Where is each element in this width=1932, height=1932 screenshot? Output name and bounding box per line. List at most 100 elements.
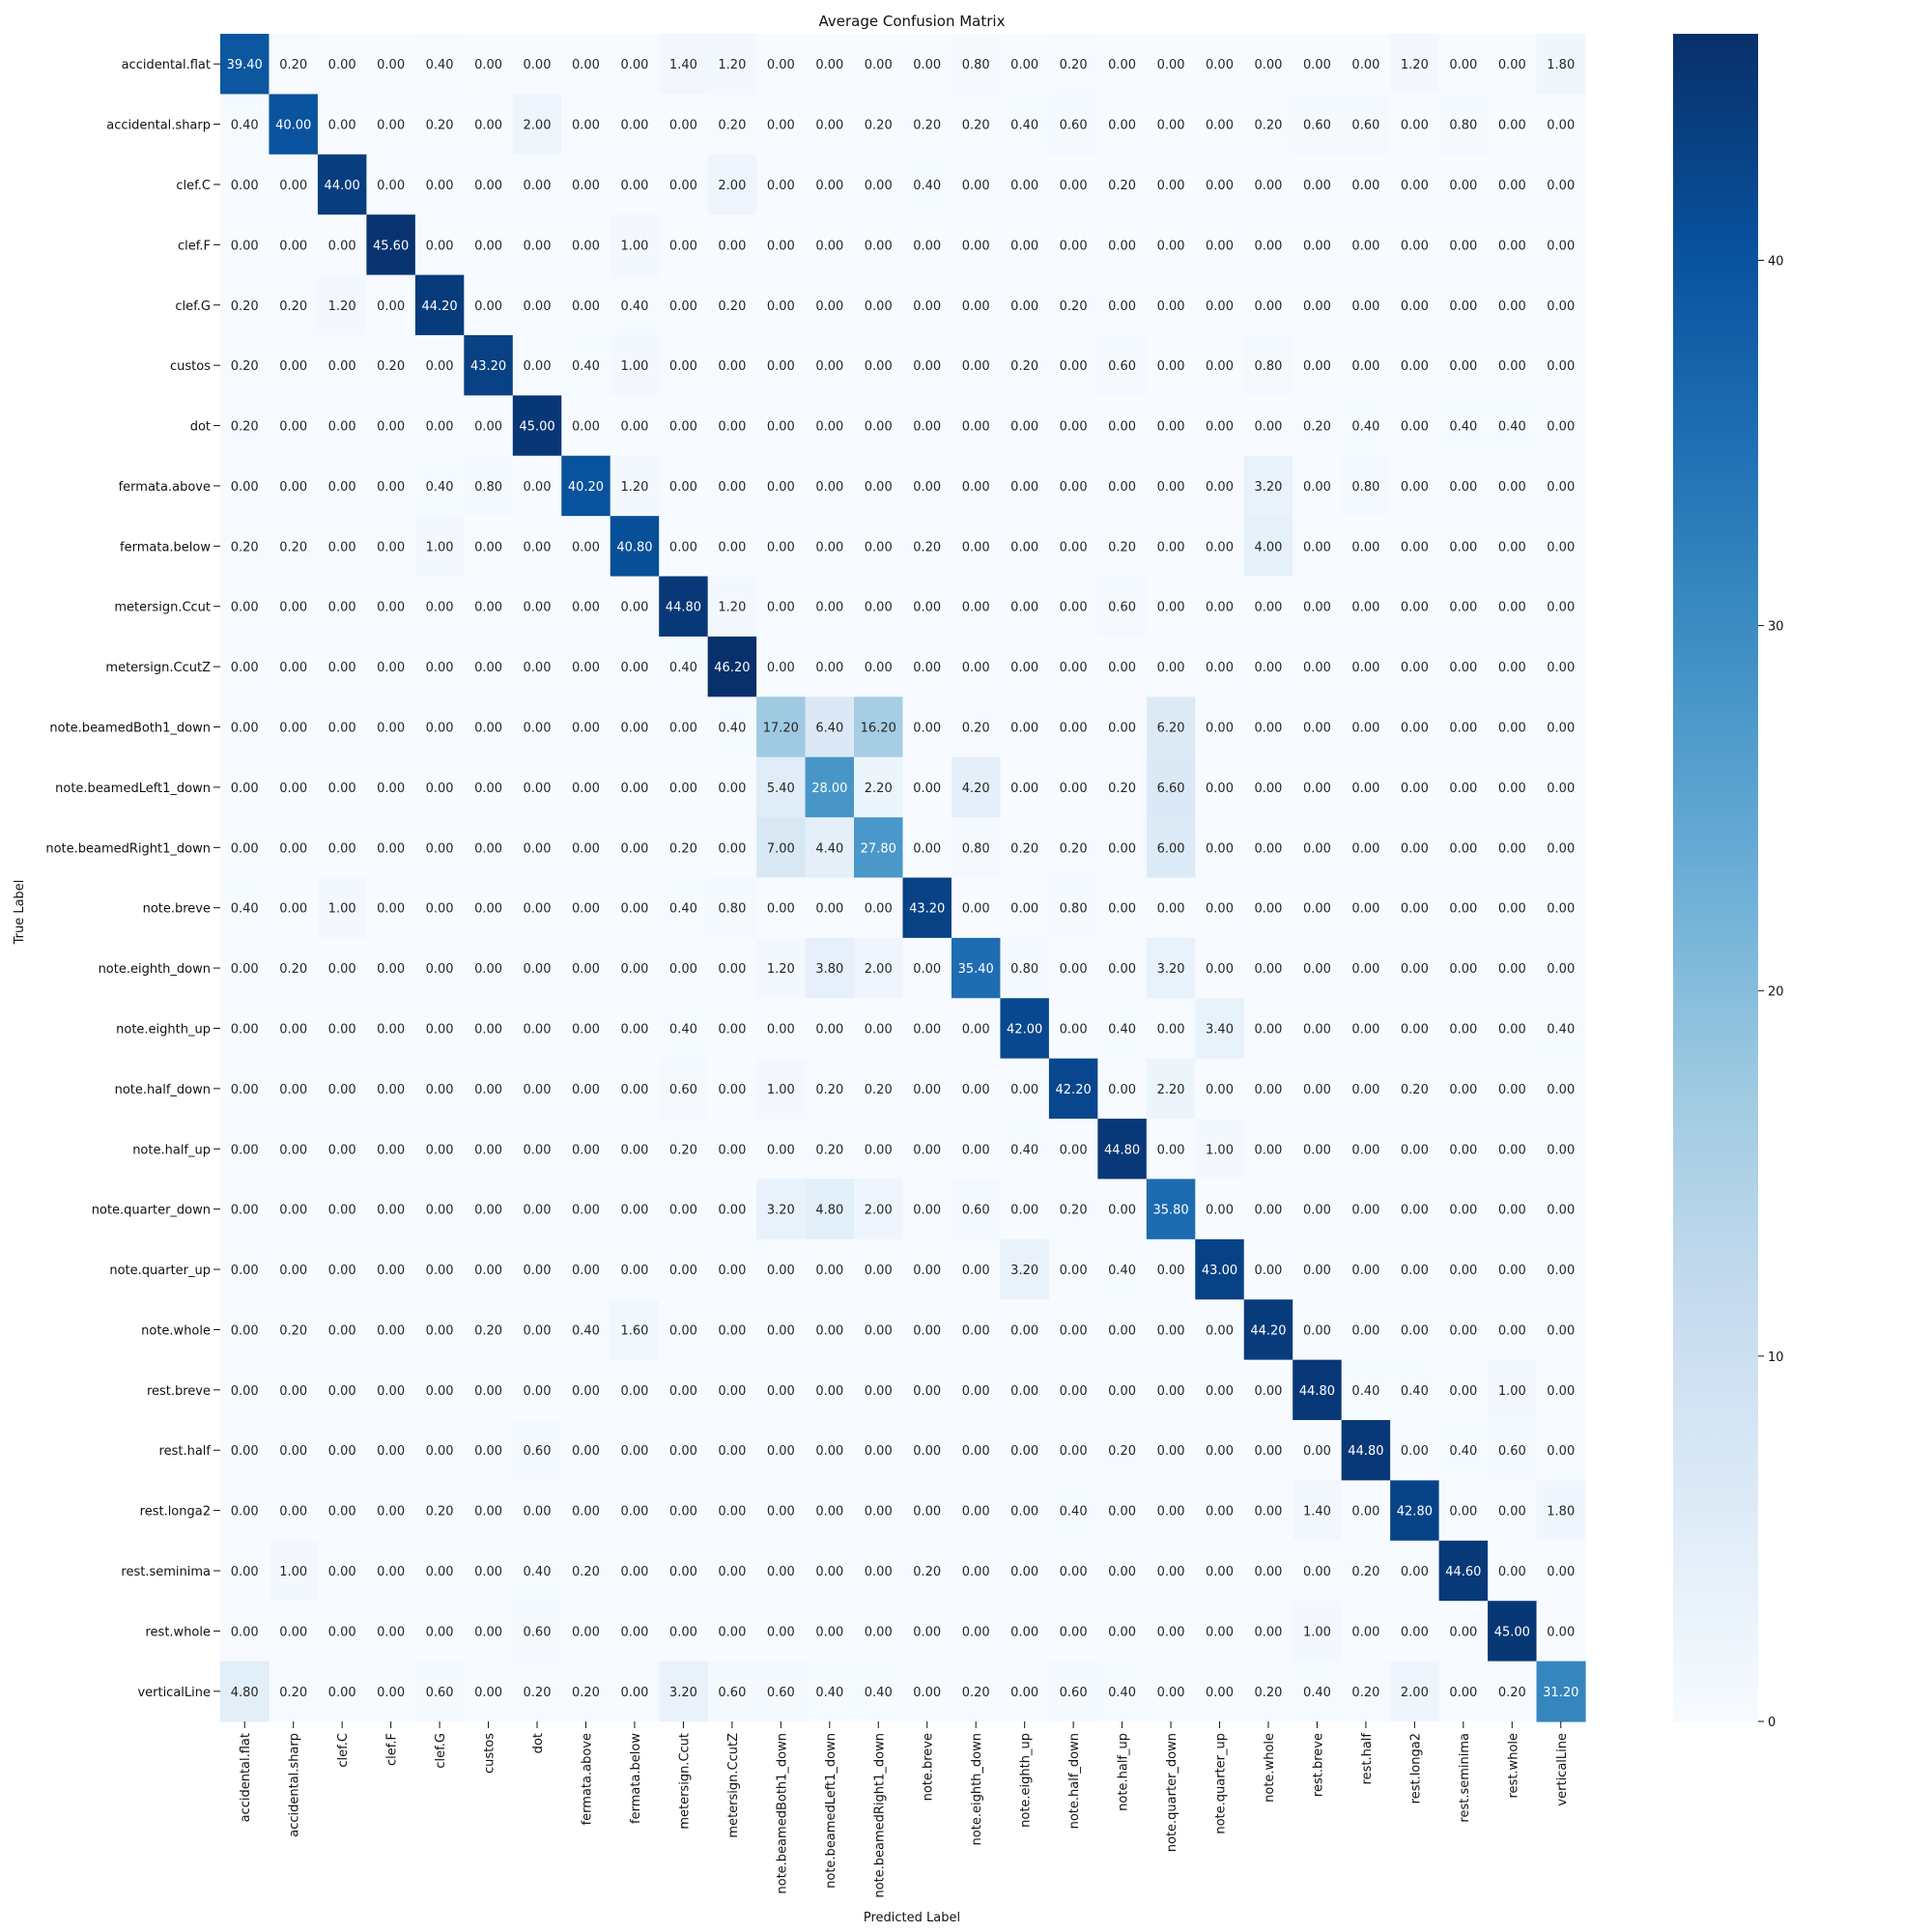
heatmap-cell xyxy=(1293,1119,1343,1180)
heatmap-cell xyxy=(561,94,611,156)
cell-value-label: 0.60 xyxy=(669,1083,697,1097)
heatmap-cell xyxy=(1048,34,1098,95)
cell-value-label: 0.00 xyxy=(913,299,941,314)
cell-value-label: 0.00 xyxy=(1351,1083,1379,1097)
heatmap-cell xyxy=(902,334,952,396)
heatmap-cell xyxy=(561,937,611,999)
heatmap-cell xyxy=(1048,576,1098,638)
cell-value-label: 0.00 xyxy=(962,359,990,374)
cell-value-label: 0.00 xyxy=(1157,1264,1185,1278)
heatmap-cell xyxy=(756,937,807,999)
cell-value-label: 1.00 xyxy=(1303,1625,1331,1639)
heatmap-cell xyxy=(951,334,1002,396)
cell-value-label: 0.00 xyxy=(620,841,648,856)
cell-value-label: 0.00 xyxy=(1351,1204,1379,1218)
heatmap-cell xyxy=(805,877,855,939)
cell-value-label: 1.00 xyxy=(328,902,356,917)
cell-value-label: 0.00 xyxy=(1498,299,1526,314)
heatmap-cell xyxy=(1146,877,1196,939)
cell-value-label: 0.00 xyxy=(377,119,405,133)
cell-value-label: 0.00 xyxy=(1401,962,1429,977)
heatmap-cell xyxy=(1000,214,1050,276)
cell-value-label: 0.00 xyxy=(328,661,356,675)
cell-value-label: 0.00 xyxy=(1351,299,1379,314)
cell-value-label: 0.00 xyxy=(1351,179,1379,193)
heatmap-cell xyxy=(1097,1359,1148,1421)
heatmap-cell xyxy=(1536,154,1586,215)
heatmap-cell xyxy=(805,334,855,396)
cell-value-label: 0.00 xyxy=(524,1204,552,1218)
heatmap-cell-labels: 39.40 0.20 0.00 0.00 0.40 0.00 0.00 0.00 0.00 1.4… xyxy=(227,58,1579,1700)
heatmap-cell xyxy=(512,1119,562,1180)
heatmap-cell xyxy=(269,1119,319,1180)
cell-value-label: 0.00 xyxy=(962,1323,990,1338)
heatmap-cell xyxy=(1341,1661,1391,1722)
heatmap-cell xyxy=(317,1420,367,1482)
heatmap-cell xyxy=(902,154,952,215)
cell-value-label: 0.00 xyxy=(1108,1565,1136,1579)
cell-value-label: 0.00 xyxy=(1303,1022,1331,1037)
heatmap-cell xyxy=(1243,756,1293,818)
cell-value-label: 0.00 xyxy=(1157,119,1185,133)
heatmap-cell xyxy=(854,94,904,156)
heatmap-cell xyxy=(1488,1601,1538,1662)
heatmap-cell xyxy=(1000,1119,1050,1180)
cell-value-label: 0.20 xyxy=(1010,359,1038,374)
cell-value-label: 2.00 xyxy=(1401,1686,1429,1700)
heatmap-cell xyxy=(561,877,611,939)
heatmap-cell xyxy=(1243,998,1293,1060)
heatmap-cell xyxy=(756,877,807,939)
cell-value-label: 0.60 xyxy=(718,1686,746,1700)
cell-value-label: 0.00 xyxy=(1255,1264,1283,1278)
cell-value-label: 0.00 xyxy=(1255,1083,1283,1097)
cell-value-label: 0.00 xyxy=(572,1022,600,1037)
cell-value-label: 43.20 xyxy=(470,359,506,374)
cell-value-label: 0.60 xyxy=(1351,119,1379,133)
heatmap-cell xyxy=(269,154,319,215)
heatmap-cell xyxy=(707,1540,757,1602)
cell-value-label: 0.00 xyxy=(620,1625,648,1639)
cell-value-label: 0.20 xyxy=(231,359,259,374)
heatmap-cell xyxy=(1048,756,1098,818)
cell-value-label: 0.00 xyxy=(962,420,990,435)
cell-value-label: 0.20 xyxy=(1351,1686,1379,1700)
heatmap-cell xyxy=(366,1238,416,1300)
heatmap-cell xyxy=(659,94,709,156)
heatmap-cell xyxy=(1438,1299,1489,1361)
x-tick-label: verticalLine xyxy=(1555,1733,1570,1806)
heatmap-cell xyxy=(220,1238,270,1300)
cell-value-label: 0.00 xyxy=(1157,1565,1185,1579)
heatmap-cell xyxy=(1536,1480,1586,1542)
cell-value-label: 0.00 xyxy=(815,420,843,435)
heatmap-cell xyxy=(756,696,807,758)
heatmap-cell xyxy=(1097,1540,1148,1602)
cell-value-label: 0.00 xyxy=(913,239,941,253)
cell-value-label: 0.00 xyxy=(474,1444,502,1459)
cell-value-label: 0.00 xyxy=(767,179,795,193)
heatmap-cell xyxy=(1243,1119,1293,1180)
cell-value-label: 0.00 xyxy=(377,1384,405,1399)
heatmap-cell xyxy=(756,1119,807,1180)
heatmap-cell xyxy=(756,274,807,336)
heatmap-cell xyxy=(805,937,855,999)
cell-value-label: 0.00 xyxy=(962,1264,990,1278)
cell-value-label: 0.60 xyxy=(1060,119,1088,133)
y-tick-label: rest.half xyxy=(159,1444,212,1459)
cell-value-label: 0.00 xyxy=(767,1022,795,1037)
cell-value-label: 0.00 xyxy=(426,1264,454,1278)
cell-value-label: 0.00 xyxy=(1303,239,1331,253)
heatmap-cell xyxy=(464,94,514,156)
y-tick-label: fermata.above xyxy=(119,480,211,495)
heatmap-cell xyxy=(951,1058,1002,1120)
cell-value-label: 0.00 xyxy=(377,1625,405,1639)
cell-value-label: 0.00 xyxy=(524,661,552,675)
heatmap-cell xyxy=(366,455,416,517)
cell-value-label: 0.00 xyxy=(962,1384,990,1399)
cell-value-label: 43.20 xyxy=(909,902,945,917)
heatmap-cell xyxy=(1243,1540,1293,1602)
cell-value-label: 0.00 xyxy=(524,1264,552,1278)
cell-value-label: 0.00 xyxy=(1108,1505,1136,1520)
x-tick-label: note.beamedBoth1_down xyxy=(775,1733,789,1894)
heatmap-cell xyxy=(1195,395,1245,457)
heatmap-cell xyxy=(512,1601,562,1662)
